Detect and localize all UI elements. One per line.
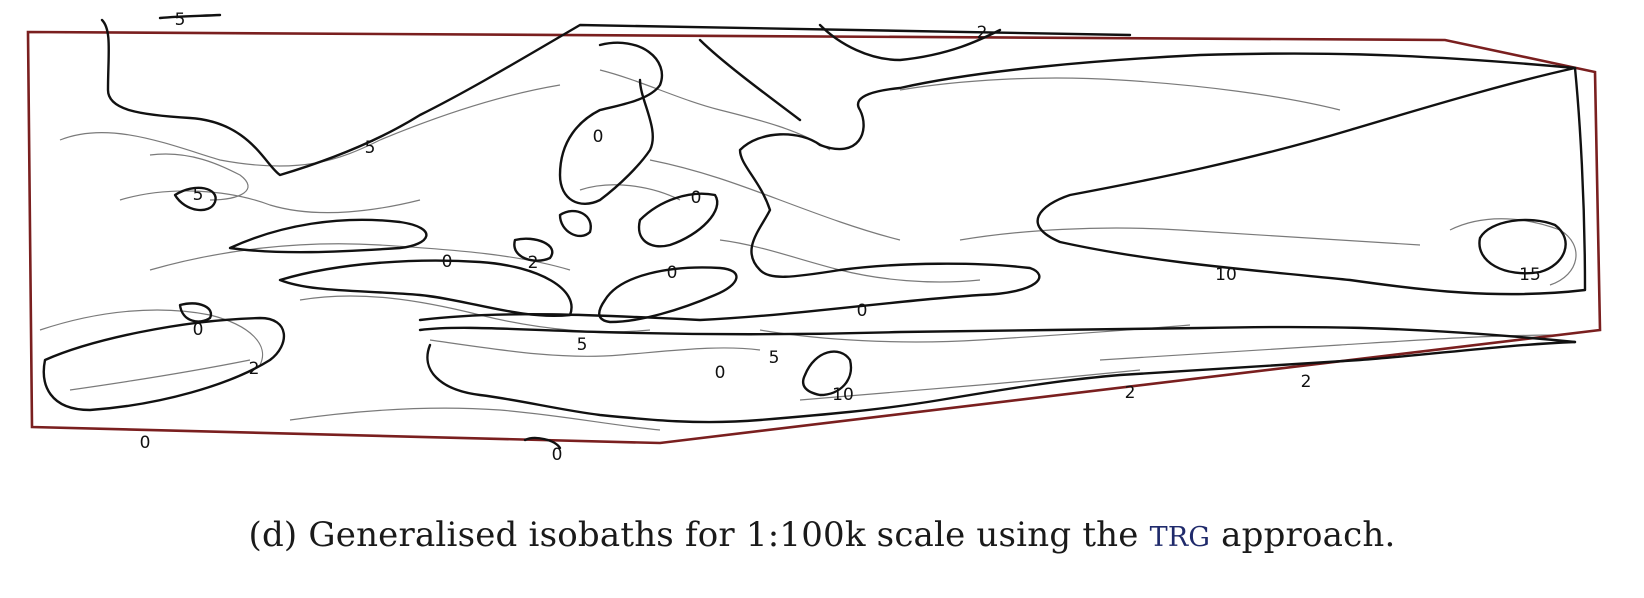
depth-label: 0	[667, 263, 678, 283]
depth-label: 2	[1125, 383, 1136, 403]
depth-label: 2	[528, 253, 539, 273]
study-area-boundary	[26, 30, 1602, 445]
depth-label: 0	[140, 433, 151, 453]
isobath-map: 5 2 5 0 5 0 2 0 0 0 2 5 5 0 0 10 10 15 2…	[26, 10, 1602, 465]
depth-label: 5	[769, 348, 780, 368]
depth-label: 0	[593, 127, 604, 147]
depth-label: 5	[175, 10, 186, 30]
original-isobaths	[39, 69, 1577, 431]
depth-label: 10	[832, 385, 854, 405]
depth-label: 5	[577, 335, 588, 355]
depth-label: 0	[552, 445, 563, 465]
depth-label: 2	[1301, 372, 1312, 392]
caption-text: (d) Generalised isobaths for 1:100k scal…	[248, 515, 1150, 555]
figure-caption: (d) Generalised isobaths for 1:100k scal…	[0, 515, 1644, 555]
depth-label: 0	[715, 363, 726, 383]
depth-label: 2	[249, 359, 260, 379]
depth-label: 0	[857, 301, 868, 321]
depth-label: 10	[1215, 265, 1237, 285]
depth-label: 0	[442, 252, 453, 272]
depth-label: 2	[977, 23, 988, 43]
caption-acronym: TRG	[1149, 522, 1211, 553]
depth-label: 0	[691, 188, 702, 208]
caption-text-end: approach.	[1210, 515, 1396, 555]
depth-labels: 5 2 5 0 5 0 2 0 0 0 2 5 5 0 0 10 10 15 2…	[140, 10, 1541, 465]
depth-label: 0	[193, 320, 204, 340]
generalised-isobaths	[42, 13, 1587, 450]
depth-label: 5	[365, 138, 376, 158]
depth-label: 15	[1519, 265, 1541, 285]
depth-label: 5	[193, 185, 204, 205]
